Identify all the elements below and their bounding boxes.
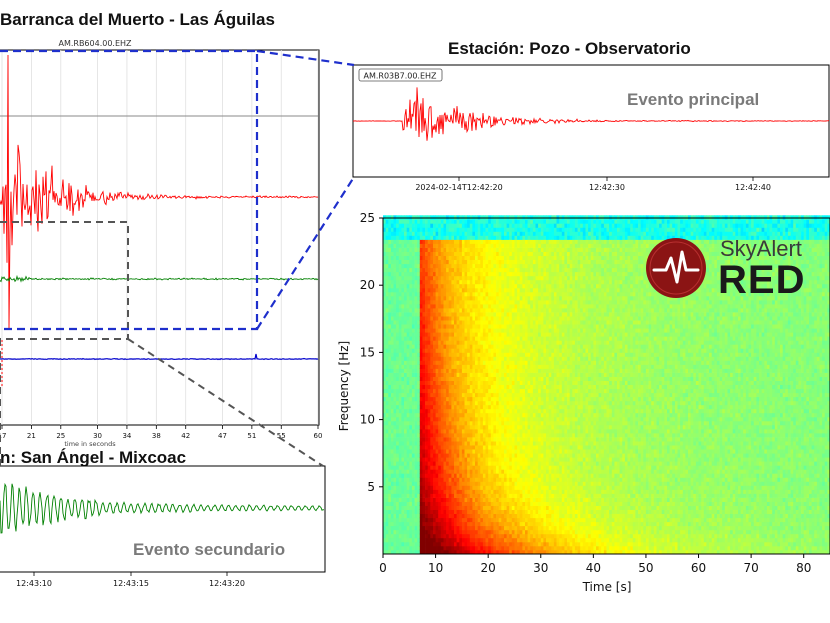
tick-label: 2024-02-14T12:42:20	[415, 183, 502, 192]
tick-label: 34	[122, 432, 131, 440]
trace-green-barranca	[0, 274, 319, 283]
grid-barranca	[1, 50, 319, 425]
title-barranca: Barranca del Muerto - Las Águilas	[0, 10, 275, 29]
tick-label: 25	[360, 211, 375, 225]
skyalert-logo: SkyAlert RED	[644, 236, 828, 302]
trace-red-pozo	[352, 87, 830, 141]
connector-blue-top	[256, 49, 355, 67]
annotation-evento-principal: Evento principal	[627, 90, 760, 109]
connector-blue-bottom	[256, 176, 355, 330]
logo-text-red: RED	[718, 258, 806, 302]
annotation-evento-secundario: Evento secundario	[133, 540, 286, 559]
tick-label: 20	[360, 278, 375, 292]
tick-label: 21	[27, 432, 36, 440]
x-ticks-spectrogram: 0 10 20 30 40 50 60 70 80	[379, 554, 811, 575]
zoom-box-blue	[0, 49, 259, 331]
tick-label: 30	[533, 561, 548, 575]
tick-label: 60	[691, 561, 706, 575]
tick-label: 60	[314, 432, 323, 440]
logo-text-skyalert: SkyAlert	[720, 236, 802, 261]
zoom-box-gray	[0, 221, 129, 340]
tick-label: 30	[93, 432, 102, 440]
xlabel-barranca: time in seconds	[64, 440, 116, 448]
tick-label: 50	[638, 561, 653, 575]
axes-frame-san-angel	[0, 465, 326, 573]
seismogram-san-angel: 12:43:10 12:43:15 12:43:20	[0, 465, 326, 588]
tick-label: 15	[360, 345, 375, 359]
tick-label: 38	[152, 432, 161, 440]
title-pozo: Estación: Pozo - Observatorio	[448, 39, 691, 58]
axes-frame-spectrogram	[382, 217, 830, 555]
tick-label: 12:43:20	[209, 579, 245, 588]
seismogram-pozo: AM.R03B7.00.EHZ 2024-02-14T12:42:20 12:42…	[352, 64, 830, 192]
tick-label: 25	[56, 432, 65, 440]
y-ticks-spectrogram: 5 10 15 20 25	[360, 211, 383, 494]
tick-label: 40	[586, 561, 601, 575]
title-san-angel: n: San Ángel - Mixcoac	[0, 448, 187, 467]
tick-label: 12:43:15	[113, 579, 149, 588]
station-box-pozo	[358, 68, 443, 82]
tick-label: 17	[0, 432, 6, 440]
trace-red-barranca	[0, 54, 319, 331]
tick-label: 47	[218, 432, 227, 440]
x-ticks-barranca: 17 21 25 30 34 38 42 47 51 55 60	[0, 425, 322, 440]
tick-label: 12:42:40	[735, 183, 771, 192]
tick-label: 55	[277, 432, 286, 440]
tick-label: 5	[367, 480, 375, 494]
tick-label: 51	[247, 432, 256, 440]
xlabel-spectrogram: Time [s]	[582, 580, 632, 594]
tick-label: 10	[428, 561, 443, 575]
tick-label: 12:42:30	[589, 183, 625, 192]
tick-label: 12:43:10	[16, 579, 52, 588]
skyalert-logo-icon	[646, 238, 706, 298]
station-label-barranca: AM.RB604.00.EHZ	[58, 39, 132, 48]
tick-label: 80	[796, 561, 811, 575]
station-label-pozo: AM.R03B7.00.EHZ	[363, 72, 437, 81]
x-ticks-san-angel: 12:43:10 12:43:15 12:43:20	[16, 572, 245, 588]
tick-label: 10	[360, 413, 375, 427]
tick-label: 70	[743, 561, 758, 575]
tick-label: 20	[481, 561, 496, 575]
seismogram-barranca: AM.RB604.00.EHZ 17 21 25 30 34 38 42 47 51 55 60 t…	[0, 39, 322, 448]
trace-green-san-angel	[0, 482, 325, 534]
ylabel-spectrogram: Frequency [Hz]	[337, 341, 351, 432]
x-ticks-pozo: 2024-02-14T12:42:20 12:42:30 12:42:40	[415, 177, 771, 192]
tick-label: 0	[379, 561, 387, 575]
connector-gray-top	[127, 338, 324, 467]
tick-label: 42	[181, 432, 190, 440]
